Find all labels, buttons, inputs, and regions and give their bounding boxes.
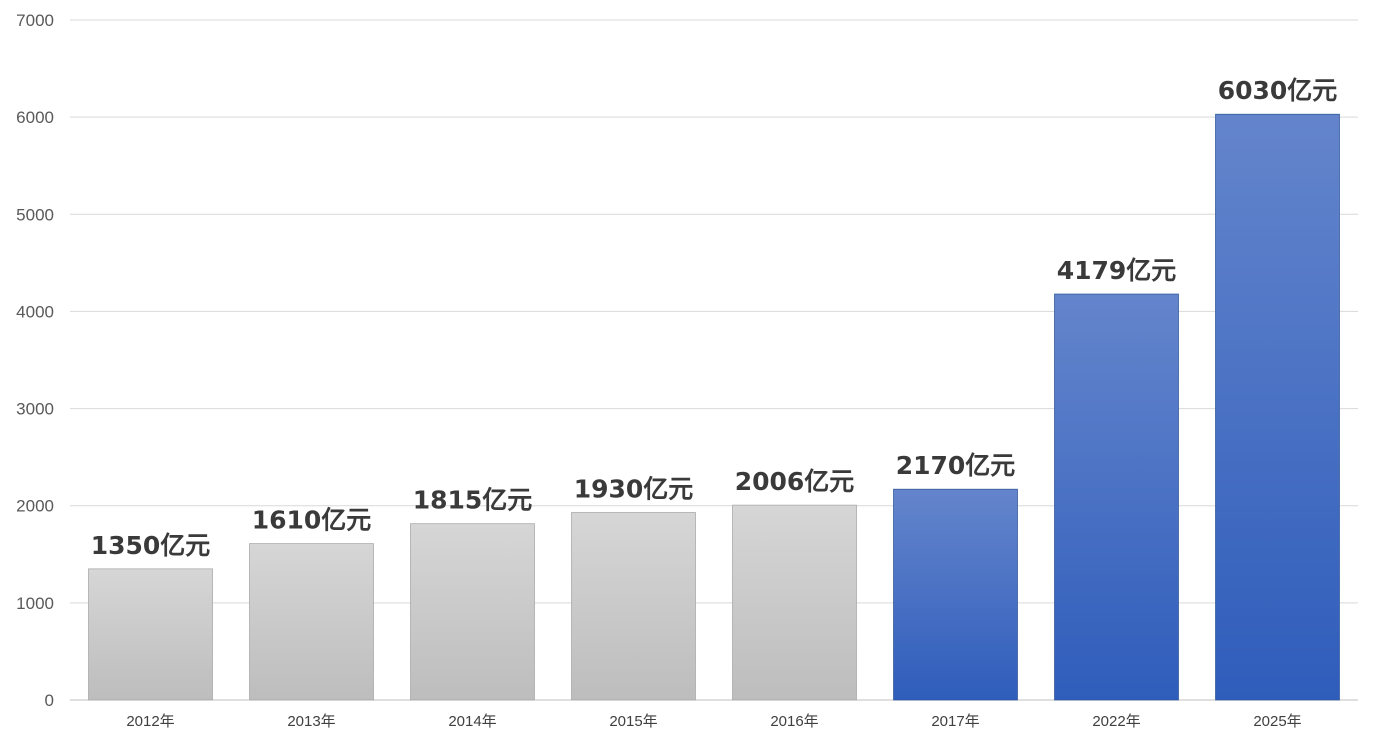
data-label: 1350亿元 (91, 531, 211, 560)
bar-2017年 (893, 488, 1018, 701)
bar-2025年 (1215, 113, 1340, 701)
x-axis: 2012年 2013年 2014年 2015年 2016年 2017年 2022年 2025年 (126, 713, 1301, 730)
x-tick-label: 2012年 (126, 713, 174, 730)
y-tick-label: 1000 (16, 594, 54, 613)
data-labels: 1350亿元 1610亿元 1815亿元 1930亿元 2006亿元 2170亿元 4179… (91, 76, 1338, 560)
bar-2014年 (410, 523, 535, 701)
bar-2022年 (1054, 293, 1179, 701)
x-tick-label: 2017年 (931, 713, 979, 730)
x-tick-label: 2013年 (287, 713, 335, 730)
x-tick-label: 2014年 (448, 713, 496, 730)
y-tick-label: 0 (45, 691, 54, 710)
bar-2015年 (571, 512, 696, 701)
x-tick-label: 2016年 (770, 713, 818, 730)
y-tick-label: 5000 (16, 205, 54, 224)
data-label: 6030亿元 (1218, 76, 1338, 105)
data-label: 2170亿元 (896, 451, 1016, 480)
bars (88, 113, 1340, 701)
data-label: 1815亿元 (413, 486, 533, 515)
data-label: 4179亿元 (1057, 256, 1177, 285)
y-axis: 0 1000 2000 3000 4000 5000 6000 7000 (16, 11, 54, 710)
y-tick-label: 3000 (16, 400, 54, 419)
x-tick-label: 2022年 (1092, 713, 1140, 730)
y-tick-label: 2000 (16, 497, 54, 516)
data-label: 1610亿元 (252, 506, 372, 535)
data-label: 2006亿元 (735, 467, 855, 496)
data-label: 1930亿元 (574, 475, 694, 504)
x-tick-label: 2015年 (609, 713, 657, 730)
y-tick-label: 7000 (16, 11, 54, 30)
y-tick-label: 4000 (16, 302, 54, 321)
x-tick-label: 2025年 (1253, 713, 1301, 730)
bar-2012年 (88, 568, 213, 701)
bar-2016年 (732, 504, 857, 701)
bar-2013年 (249, 543, 374, 701)
y-tick-label: 6000 (16, 108, 54, 127)
